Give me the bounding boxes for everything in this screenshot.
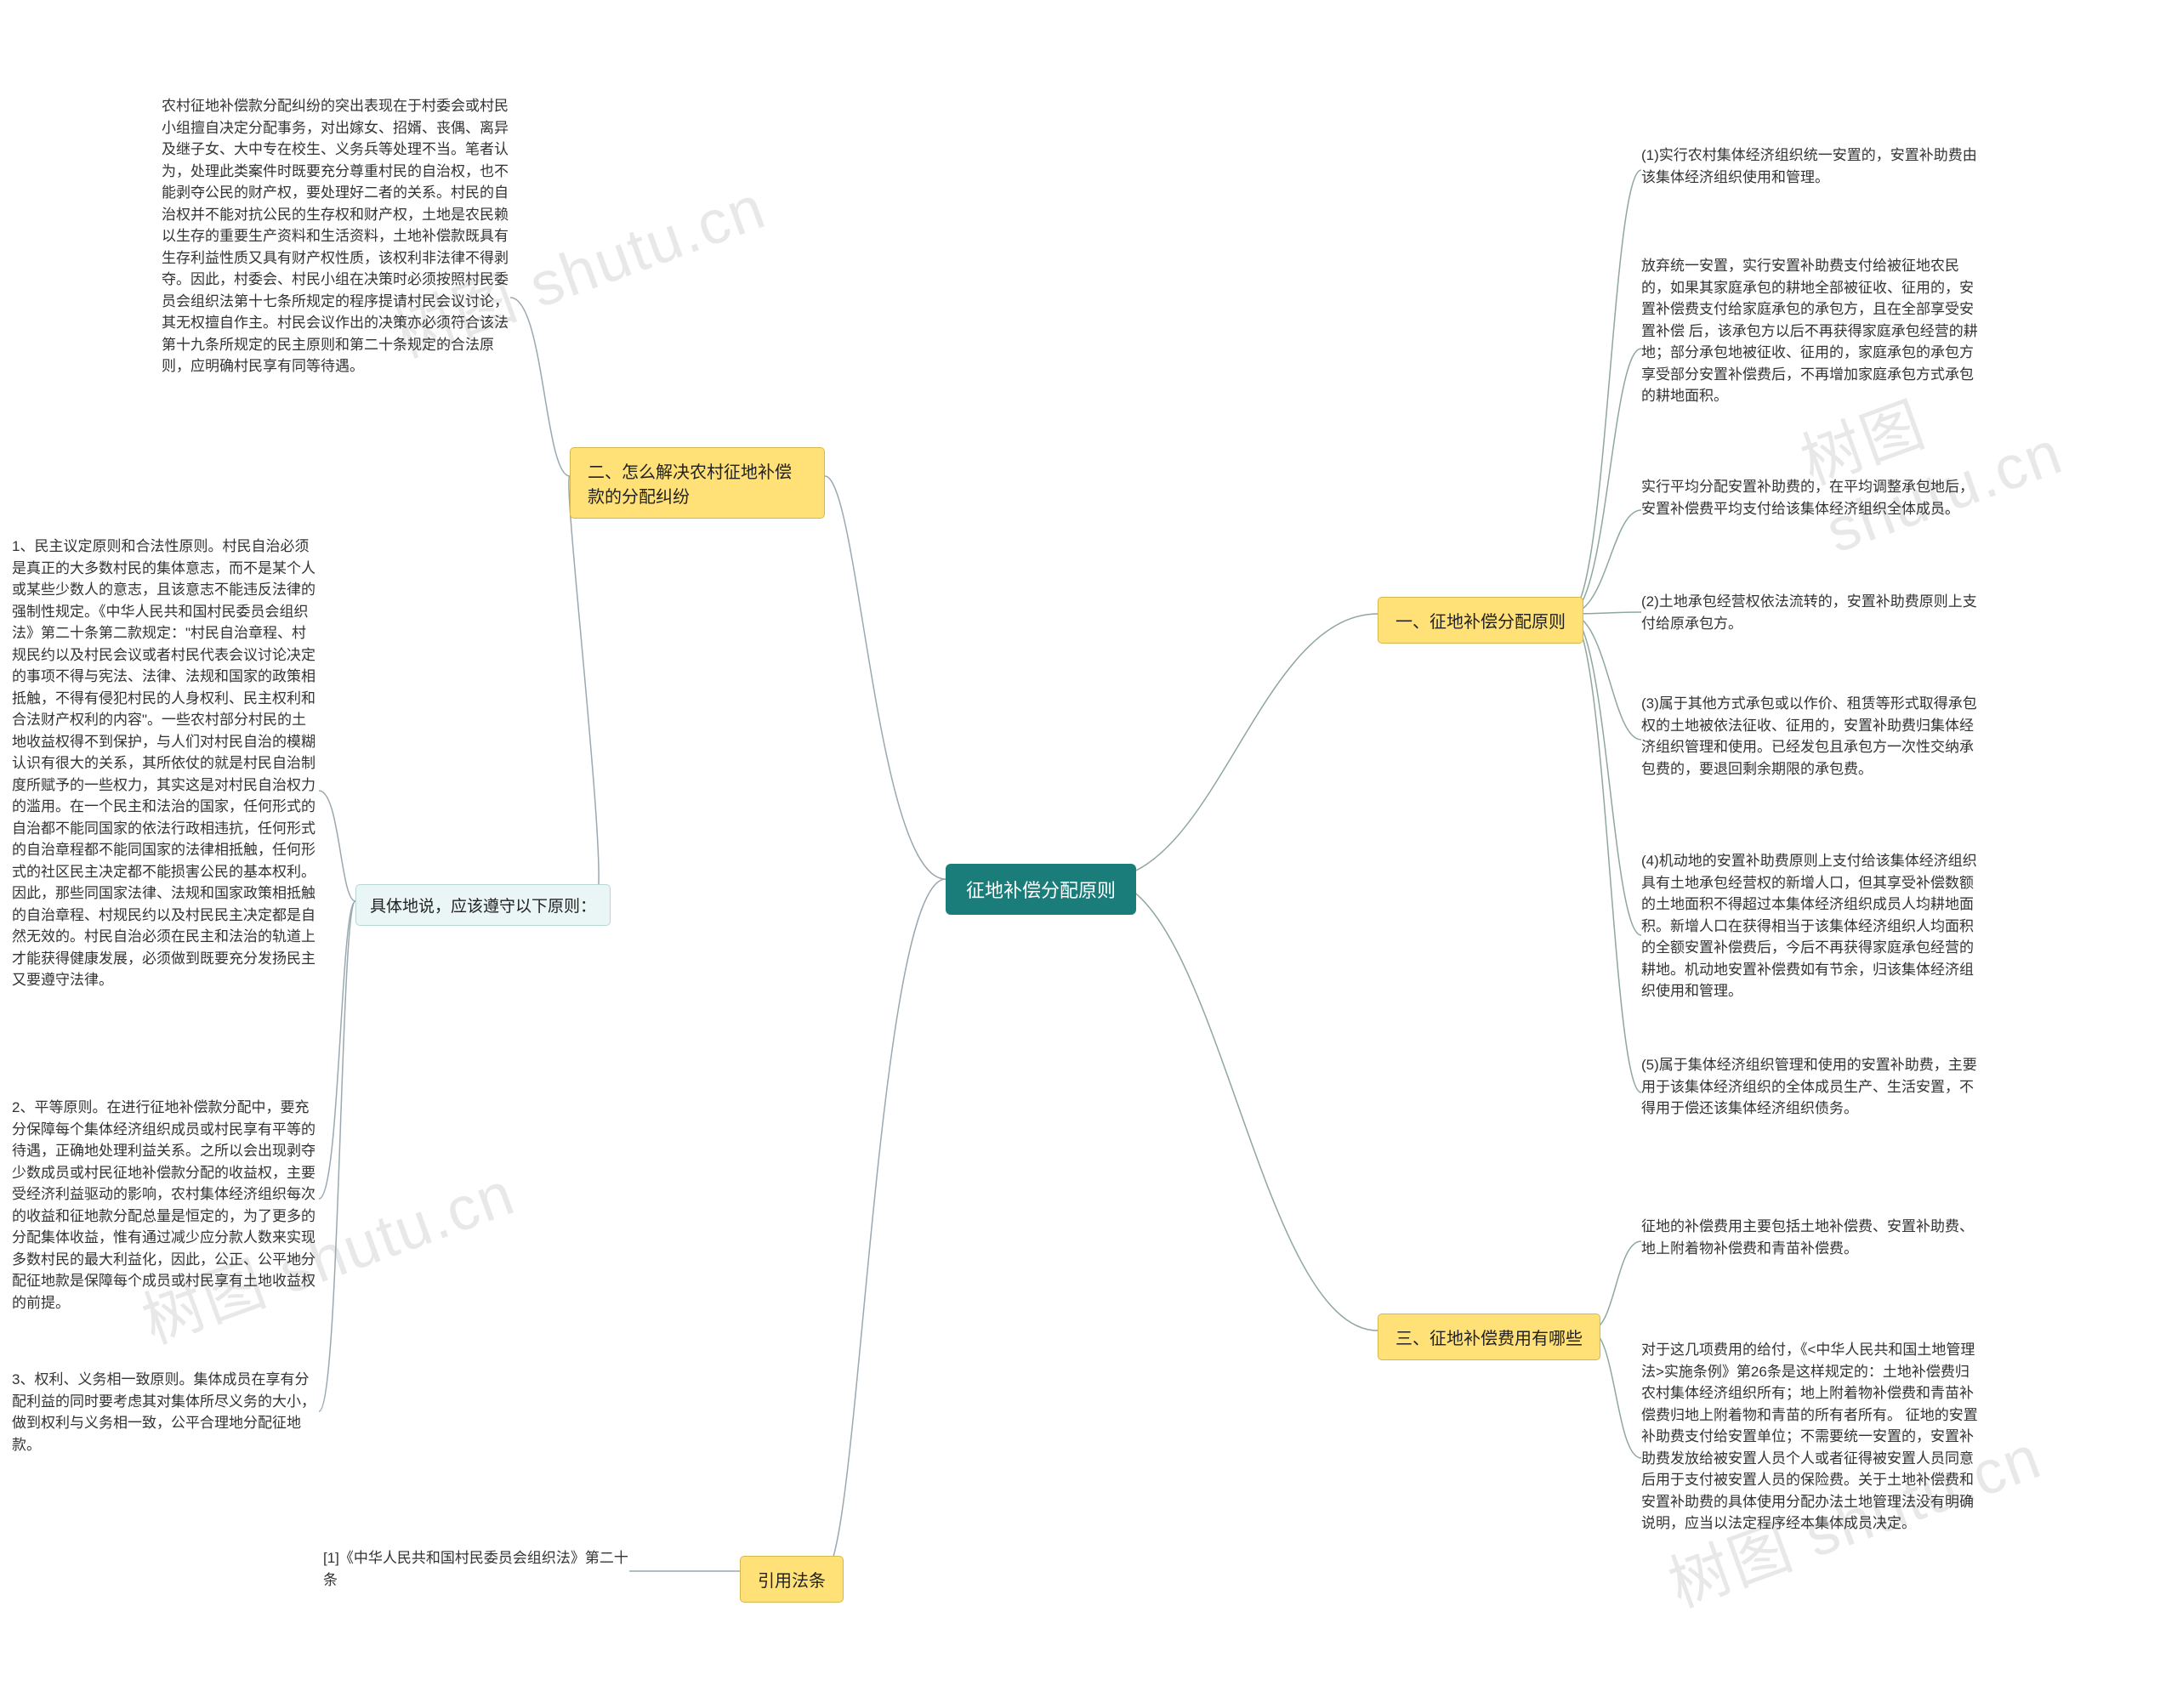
- leaf-text: 征地的补偿费用主要包括土地补偿费、安置补助费、地上附着物补偿费和青苗补偿费。: [1641, 1216, 1981, 1259]
- leaf-text: (1)实行农村集体经济组织统一安置的，安置补助费由该集体经济组织使用和管理。: [1641, 145, 1981, 188]
- leaf-text: [1]《中华人民共和国村民委员会组织法》第二十条: [323, 1547, 629, 1591]
- branch-label: 二、怎么解决农村征地补偿款的分配纠纷: [588, 463, 792, 507]
- leaf-text: (2)土地承包经营权依法流转的，安置补助费原则上支付给原承包方。: [1641, 591, 1981, 634]
- root-label: 征地补偿分配原则: [966, 880, 1116, 901]
- branch-dispute-resolution[interactable]: 二、怎么解决农村征地补偿款的分配纠纷: [570, 447, 825, 519]
- node-principles-to-follow[interactable]: 具体地说，应该遵守以下原则：: [355, 884, 611, 926]
- leaf-text: 农村征地补偿款分配纠纷的突出表现在于村委会或村民小组擅自决定分配事务，对出嫁女、…: [162, 95, 510, 377]
- branch-compensation-principles[interactable]: 一、征地补偿分配原则: [1378, 597, 1583, 644]
- leaf-text: 对于这几项费用的给付，《<中华人民共和国土地管理法>实施条例》第26条是这样规定…: [1641, 1339, 1981, 1535]
- leaf-text: 2、平等原则。在进行征地补偿款分配中，要充分保障每个集体经济组织成员或村民享有平…: [12, 1097, 318, 1314]
- leaf-text: 实行平均分配安置补助费的，在平均调整承包地后，安置补偿费平均支付给该集体经济组织…: [1641, 476, 1981, 519]
- leaf-text: (3)属于其他方式承包或以作价、租赁等形式取得承包权的土地被依法征收、征用的，安…: [1641, 693, 1981, 780]
- mindmap-root-node[interactable]: 征地补偿分配原则: [946, 864, 1136, 915]
- leaf-text: (5)属于集体经济组织管理和使用的安置补助费，主要用于该集体经济组织的全体成员生…: [1641, 1054, 1981, 1120]
- branch-label: 引用法条: [758, 1572, 826, 1591]
- branch-compensation-fees[interactable]: 三、征地补偿费用有哪些: [1378, 1314, 1600, 1360]
- leaf-text: (4)机动地的安置补助费原则上支付给该集体经济组织具有土地承包经营权的新增人口，…: [1641, 850, 1981, 1002]
- branch-label: 三、征地补偿费用有哪些: [1395, 1330, 1583, 1348]
- leaf-text: 放弃统一安置，实行安置补助费支付给被征地农民的，如果其家庭承包的耕地全部被征收、…: [1641, 255, 1981, 407]
- node-label: 具体地说，应该遵守以下原则：: [370, 898, 596, 916]
- leaf-text: 1、民主议定原则和合法性原则。村民自治必须是真正的大多数村民的集体意志，而不是某…: [12, 536, 318, 991]
- leaf-text: 3、权利、义务相一致原则。集体成员在享有分配利益的同时要考虑其对集体所尽义务的大…: [12, 1369, 318, 1455]
- branch-label: 一、征地补偿分配原则: [1395, 613, 1566, 632]
- branch-cited-law[interactable]: 引用法条: [740, 1556, 844, 1603]
